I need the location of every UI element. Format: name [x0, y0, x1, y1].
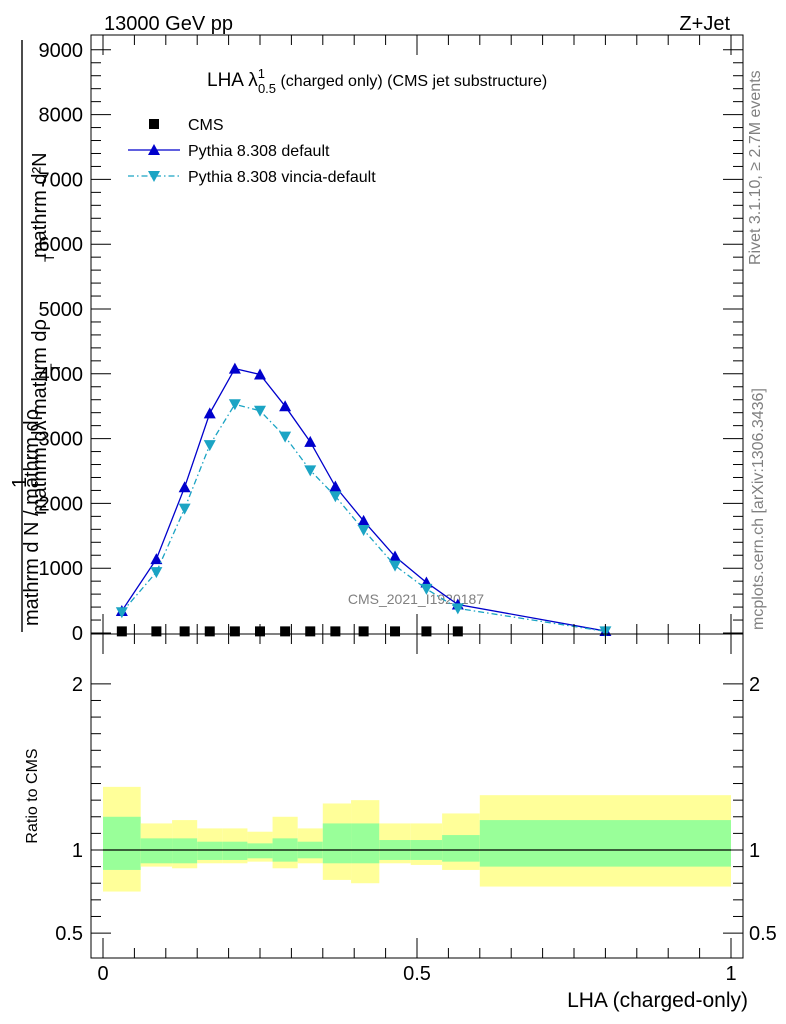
- series-0: [116, 626, 463, 637]
- data-point: [420, 583, 433, 595]
- ratio-tick-label-right: 2: [749, 674, 760, 696]
- data-point: [228, 399, 241, 411]
- data-point: [358, 626, 369, 637]
- legend-entry-label: CMS: [188, 117, 224, 134]
- data-point: [229, 626, 240, 637]
- data-point: [254, 405, 266, 417]
- ratio-bands: [103, 786, 731, 892]
- ratio-y-axis-label: Ratio to CMS: [24, 748, 41, 843]
- data-point: [452, 626, 463, 637]
- rivet-version-text: Rivet 3.1.10, ≥ 2.7M events: [747, 70, 764, 265]
- ratio-tick-label-right: 1: [749, 840, 760, 862]
- y-tick-label: 0: [72, 623, 83, 645]
- ratio-inner-band: [222, 841, 248, 860]
- data-point: [304, 465, 317, 477]
- ratio-inner-band: [172, 838, 198, 864]
- legend-marker: [148, 144, 160, 155]
- data-point: [150, 567, 163, 579]
- ratio-tick-label: 0.5: [55, 923, 83, 945]
- ratio-inner-band: [103, 816, 141, 870]
- data-point: [329, 491, 342, 503]
- ratio-tick-label-right: 0.5: [749, 923, 777, 945]
- ratio-inner-band: [197, 841, 223, 860]
- y-tick-label: 1000: [39, 558, 84, 580]
- data-point: [204, 626, 215, 637]
- ratio-inner-band: [479, 820, 731, 867]
- header-left: 13000 GeV pp: [104, 13, 233, 35]
- ratio-tick-label: 2: [72, 674, 83, 696]
- y-tick-label: 4000: [39, 364, 84, 386]
- legend-entry-label: Pythia 8.308 vincia-default: [188, 169, 376, 186]
- y-tick-label: 6000: [39, 234, 84, 256]
- legend-marker: [148, 171, 160, 182]
- data-point: [115, 607, 128, 619]
- data-point: [228, 362, 241, 374]
- x-tick-label: 0.5: [403, 963, 431, 985]
- x-tick-label: 1: [725, 963, 736, 985]
- data-point: [389, 550, 402, 562]
- x-axis-label: LHA (charged-only): [567, 989, 748, 1012]
- data-point: [357, 524, 370, 536]
- y-tick-label: 3000: [39, 429, 84, 451]
- data-point: [305, 626, 316, 637]
- ylabel-denominator-bottom: mathrm d N / mathrm dρ: [21, 409, 43, 626]
- series-line: [121, 367, 606, 632]
- ylabel-denominator-sub: T: [47, 363, 63, 372]
- data-point: [178, 481, 191, 493]
- ratio-plot: 0.5 0.5 1 1 2 2 Ratio to CMS: [24, 633, 777, 959]
- plot-title: LHA λ1 0.5 (charged only) (CMS jet substr…: [207, 66, 547, 96]
- y-tick-label: 8000: [39, 105, 84, 127]
- mcplots-reference-text: mcplots.cern.ch [arXiv:1306.3436]: [750, 388, 767, 630]
- ratio-axis-ticks: 0.5 0.5 1 1 2 2: [55, 674, 777, 945]
- data-point: [390, 626, 401, 637]
- legend-marker: [149, 119, 159, 129]
- data-point: [279, 400, 292, 412]
- data-point: [151, 626, 162, 637]
- legend-entry-label: Pythia 8.308 default: [188, 143, 330, 160]
- header-right: Z+Jet: [679, 13, 730, 35]
- ratio-inner-band: [322, 823, 352, 864]
- ratio-inner-band: [442, 835, 480, 862]
- main-axis-ticks: 0 1000 2000 3000 4000 5000 6000 7000 8000 9000: [39, 40, 743, 645]
- legend: CMS Pythia 8.308 default Pythia 8.308 vinc…: [128, 117, 376, 186]
- data-point: [280, 626, 291, 637]
- data-point: [304, 435, 317, 447]
- main-series-layer: [115, 362, 612, 638]
- ratio-inner-band: [351, 823, 380, 864]
- data-point: [254, 368, 266, 380]
- ratio-inner-band: [140, 838, 173, 864]
- ratio-inner-band: [247, 843, 273, 859]
- x-tick-label: 0: [97, 963, 108, 985]
- data-point: [421, 626, 432, 637]
- ylabel-numerator-top: mathrm d²N: [29, 152, 51, 258]
- y-tick-label: 9000: [39, 40, 84, 62]
- x-axis-ticks: 0 0.5 1: [97, 35, 737, 985]
- data-point: [451, 603, 464, 615]
- y-tick-label: 5000: [39, 299, 84, 321]
- data-point: [178, 503, 191, 515]
- data-point: [357, 514, 370, 526]
- data-point: [150, 553, 163, 565]
- data-point: [116, 626, 127, 637]
- ylabel-denominator-top: 1: [9, 477, 31, 488]
- data-point: [330, 626, 341, 637]
- main-y-axis-label: mathrm d²N 1 mathrm dλ mathrm dρ T mathr…: [9, 40, 63, 632]
- ylabel-numerator-bottom: mathrm dλ mathrm dρ: [29, 319, 51, 515]
- y-tick-label: 2000: [39, 493, 84, 515]
- main-plot: LHA λ1 0.5 (charged only) (CMS jet substr…: [39, 34, 744, 645]
- data-point: [389, 560, 402, 572]
- series-2: [115, 399, 612, 638]
- analysis-watermark: CMS_2021_I1920187: [348, 591, 484, 607]
- data-point: [203, 407, 216, 419]
- data-point: [329, 480, 342, 492]
- data-point: [279, 431, 292, 443]
- data-point: [203, 440, 216, 452]
- ylabel-numerator-sub: T: [41, 253, 57, 262]
- data-point: [179, 626, 190, 637]
- y-tick-label: 7000: [39, 169, 84, 191]
- ratio-tick-label: 1: [72, 840, 83, 862]
